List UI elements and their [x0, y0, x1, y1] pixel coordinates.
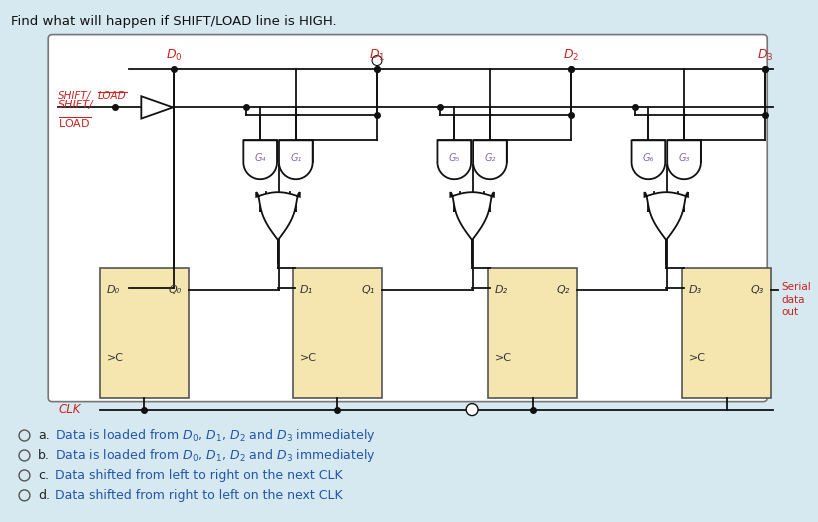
Text: >C: >C [495, 353, 512, 363]
Text: D₃: D₃ [689, 285, 702, 295]
Polygon shape [645, 192, 688, 240]
Text: G₆: G₆ [643, 153, 654, 163]
Text: $D_3$: $D_3$ [757, 48, 774, 63]
Text: LOAD: LOAD [97, 91, 126, 101]
Text: a.: a. [38, 429, 50, 442]
Text: Data is loaded from $D_0$, $D_1$, $D_2$ and $D_3$ immediately: Data is loaded from $D_0$, $D_1$, $D_2$ … [55, 447, 375, 464]
Polygon shape [279, 140, 312, 162]
Polygon shape [279, 140, 312, 179]
Polygon shape [438, 140, 471, 179]
Text: >C: >C [689, 353, 706, 363]
Polygon shape [473, 140, 507, 162]
FancyBboxPatch shape [682, 268, 771, 398]
Polygon shape [243, 140, 277, 179]
Text: SHIFT/: SHIFT/ [58, 100, 94, 111]
Text: Q₂: Q₂ [557, 285, 570, 295]
FancyBboxPatch shape [100, 268, 189, 398]
Polygon shape [256, 192, 299, 240]
Text: D₀: D₀ [106, 285, 119, 295]
Text: d.: d. [38, 489, 51, 502]
Text: Data shifted from left to right on the next CLK: Data shifted from left to right on the n… [55, 469, 343, 482]
Polygon shape [631, 140, 665, 162]
Text: G₂: G₂ [484, 153, 496, 163]
Text: Q₃: Q₃ [751, 285, 764, 295]
Polygon shape [667, 140, 701, 162]
Text: $D_0$: $D_0$ [166, 48, 182, 63]
Text: $\overline{\rm LOAD}$: $\overline{\rm LOAD}$ [58, 115, 92, 130]
Circle shape [466, 404, 478, 416]
Polygon shape [631, 140, 665, 179]
FancyBboxPatch shape [48, 34, 767, 401]
Text: b.: b. [38, 449, 50, 462]
Text: Data is loaded from $D_0$, $D_1$, $D_2$ and $D_3$ immediately: Data is loaded from $D_0$, $D_1$, $D_2$ … [55, 427, 375, 444]
Text: >C: >C [299, 353, 317, 363]
Text: D₁: D₁ [299, 285, 313, 295]
Text: G₃: G₃ [678, 153, 690, 163]
Polygon shape [473, 140, 507, 179]
Text: Q₀: Q₀ [169, 285, 182, 295]
Text: $D_1$: $D_1$ [369, 48, 385, 63]
Text: Data shifted from right to left on the next CLK: Data shifted from right to left on the n… [55, 489, 343, 502]
Polygon shape [438, 140, 471, 162]
Text: D₂: D₂ [495, 285, 508, 295]
Text: >C: >C [106, 353, 124, 363]
Text: SHIFT/: SHIFT/ [58, 91, 92, 101]
Circle shape [372, 55, 382, 66]
Text: CLK: CLK [58, 403, 81, 416]
Polygon shape [451, 192, 494, 240]
Text: G₄: G₄ [254, 153, 266, 163]
Text: Q₁: Q₁ [362, 285, 375, 295]
FancyBboxPatch shape [488, 268, 577, 398]
Text: Find what will happen if SHIFT/LOAD line is HIGH.: Find what will happen if SHIFT/LOAD line… [11, 15, 336, 28]
Polygon shape [243, 140, 277, 162]
Text: $D_2$: $D_2$ [563, 48, 579, 63]
FancyBboxPatch shape [293, 268, 382, 398]
Text: G₁: G₁ [290, 153, 302, 163]
Text: G₅: G₅ [448, 153, 460, 163]
Polygon shape [667, 140, 701, 179]
Text: Serial
data
out: Serial data out [781, 282, 811, 317]
Text: c.: c. [38, 469, 49, 482]
